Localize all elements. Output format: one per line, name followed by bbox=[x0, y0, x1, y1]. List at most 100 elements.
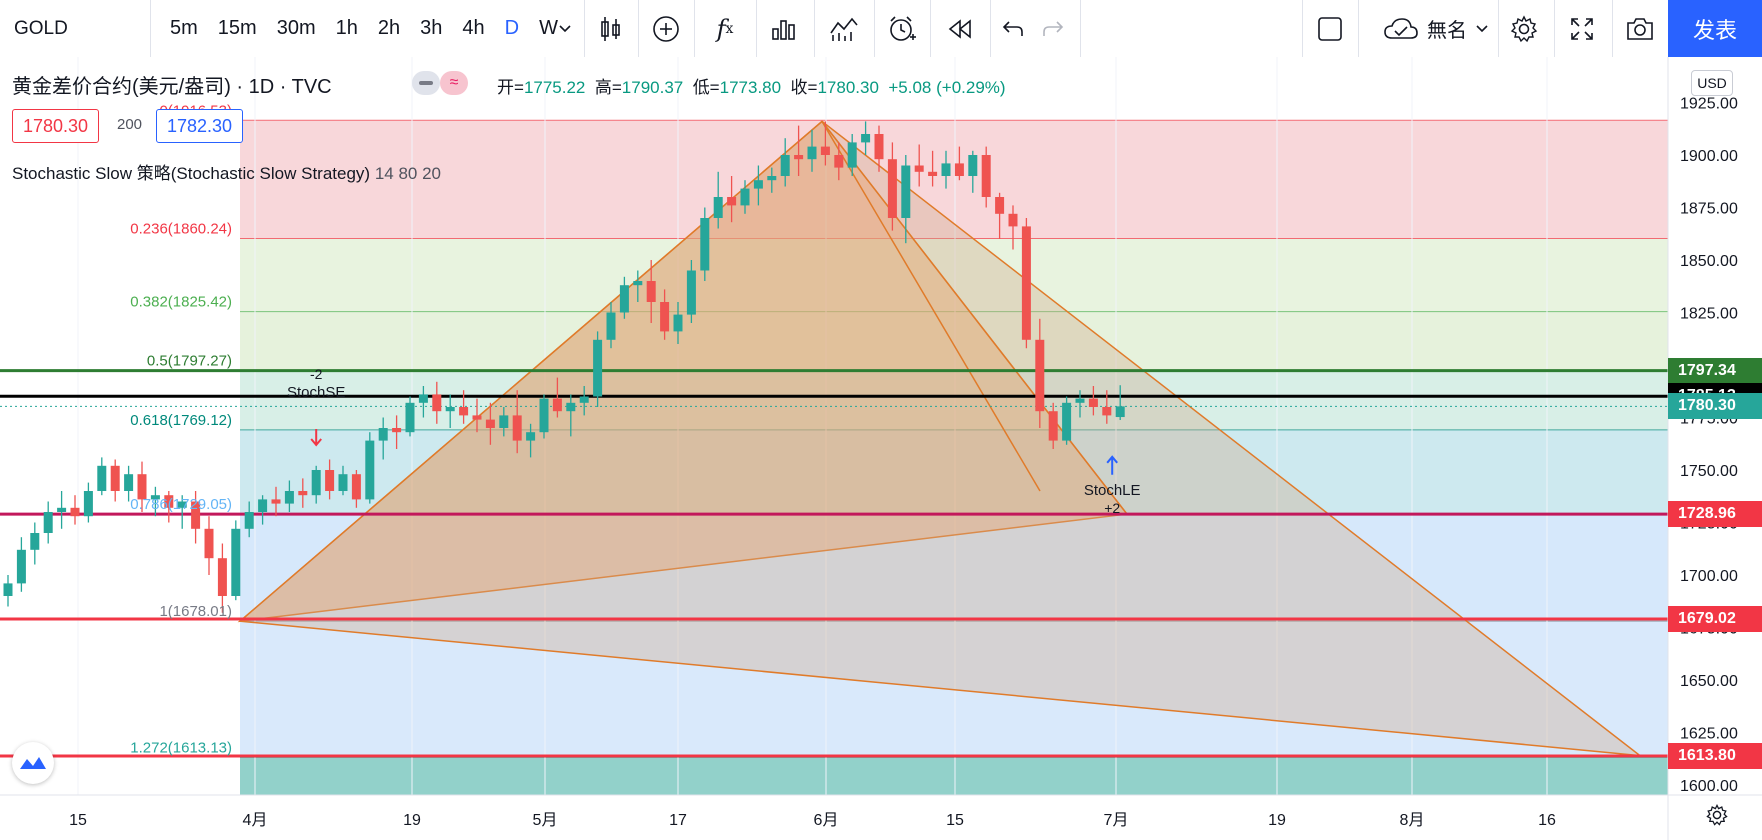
candle-body bbox=[579, 396, 589, 403]
separator bbox=[930, 0, 931, 57]
low-value: 1773.80 bbox=[719, 78, 782, 97]
price-tick: 1900.00 bbox=[1680, 148, 1738, 165]
layout-select-icon[interactable] bbox=[1312, 0, 1348, 57]
candle-body bbox=[351, 474, 361, 500]
price-axis[interactable]: 1925.001900.001875.001850.001825.001800.… bbox=[1667, 57, 1762, 840]
separator bbox=[756, 0, 757, 57]
interval-2h[interactable]: 2h bbox=[377, 17, 401, 39]
price-tick: 1925.00 bbox=[1680, 96, 1738, 113]
time-label: 7月 bbox=[1104, 812, 1129, 829]
pattern-edge bbox=[821, 121, 1041, 492]
tradingview-logo[interactable] bbox=[12, 742, 54, 784]
replay-icon[interactable] bbox=[938, 0, 982, 57]
change-value: +5.08 (+0.29%) bbox=[888, 78, 1006, 97]
symbol-title[interactable]: 黄金差价合约(美元/盎司) · 1D · TVC bbox=[12, 76, 332, 98]
interval-4h[interactable]: 4h bbox=[462, 17, 485, 39]
high-value: 1790.37 bbox=[621, 78, 684, 97]
buy-price-button[interactable]: 1782.30 bbox=[156, 109, 244, 143]
signal-qty: -2 bbox=[310, 366, 323, 382]
pattern-edge bbox=[821, 120, 1128, 515]
wave-icon[interactable]: ≈ bbox=[440, 71, 468, 95]
separator bbox=[1080, 0, 1081, 57]
candle-body bbox=[1062, 402, 1072, 441]
candle-body bbox=[633, 281, 643, 286]
interval-15m[interactable]: 15m bbox=[217, 17, 257, 39]
separator bbox=[1612, 0, 1613, 57]
candle-body bbox=[1115, 406, 1125, 418]
publish-button[interactable]: 发表 bbox=[1668, 0, 1762, 57]
candle-body bbox=[593, 339, 603, 397]
candle-body bbox=[485, 419, 495, 428]
interval-W[interactable]: W bbox=[539, 17, 558, 39]
chart-settings-gear-icon[interactable] bbox=[1702, 800, 1732, 830]
candle-body bbox=[1075, 398, 1085, 403]
time-label: 15 bbox=[69, 812, 87, 829]
time-axis[interactable]: 15 4月 19 5月 17 6月 15 7月 19 8月 16 bbox=[0, 794, 1762, 829]
candle-body bbox=[727, 197, 737, 206]
fib-label: 0.236(1860.24) bbox=[130, 220, 232, 237]
interval-30m[interactable]: 30m bbox=[276, 17, 316, 39]
interval-3h[interactable]: 3h bbox=[420, 17, 443, 39]
strategy-legend[interactable]: Stochastic Slow 策略(Stochastic Slow Strat… bbox=[12, 159, 441, 184]
candle-body bbox=[1048, 411, 1058, 441]
currency-button[interactable]: USD bbox=[1691, 70, 1733, 96]
hide-icon[interactable] bbox=[412, 71, 440, 95]
signal-qty: +2 bbox=[1104, 500, 1120, 516]
strategy-signals: -2 StochSE StochLE+2 bbox=[287, 366, 1141, 516]
candle-body bbox=[552, 398, 562, 412]
candle-body bbox=[124, 474, 134, 491]
spread-value: 200 bbox=[117, 116, 143, 133]
candle-body bbox=[392, 428, 402, 433]
close-label: 收= bbox=[790, 78, 818, 97]
snapshot-camera-icon[interactable] bbox=[1618, 0, 1662, 57]
candle-body bbox=[914, 165, 924, 172]
price-tick: 1650.00 bbox=[1680, 673, 1738, 690]
interval-1h[interactable]: 1h bbox=[335, 17, 358, 39]
candle-body bbox=[164, 495, 174, 508]
alert-clock-icon[interactable] bbox=[880, 0, 924, 57]
candle-body bbox=[472, 415, 482, 420]
candle-body bbox=[887, 159, 897, 218]
candle-body bbox=[3, 583, 13, 596]
fullscreen-icon[interactable] bbox=[1560, 0, 1604, 57]
open-label: 开= bbox=[497, 78, 524, 97]
candle-body bbox=[981, 155, 991, 197]
interval-5m[interactable]: 5m bbox=[170, 17, 198, 39]
signal-label: StochSE bbox=[287, 384, 345, 401]
candle-body bbox=[1021, 226, 1031, 340]
save-layout-button[interactable]: 無名 bbox=[1366, 0, 1506, 57]
interval-D[interactable]: D bbox=[504, 17, 520, 39]
financials-icon[interactable] bbox=[762, 0, 806, 57]
redo-icon[interactable] bbox=[1036, 0, 1070, 57]
candle-body bbox=[526, 432, 536, 441]
low-label: 低= bbox=[692, 78, 720, 97]
candle-body bbox=[794, 155, 804, 160]
candle-body bbox=[753, 180, 763, 189]
time-label: 8月 bbox=[1400, 812, 1425, 829]
price-tick: 1850.00 bbox=[1680, 253, 1738, 270]
price-tag: 1679.02 bbox=[1668, 606, 1762, 633]
time-label: 17 bbox=[669, 812, 687, 829]
compare-add-icon[interactable] bbox=[646, 0, 686, 57]
short-entry-arrow bbox=[310, 429, 322, 447]
templates-icon[interactable] bbox=[822, 0, 866, 57]
candle-body bbox=[901, 165, 911, 218]
interval-dropdown-icon[interactable] bbox=[552, 0, 578, 57]
horizontal-lines bbox=[0, 369, 1668, 758]
settings-gear-icon[interactable] bbox=[1504, 0, 1544, 57]
candle-body bbox=[459, 407, 469, 416]
candle-body bbox=[512, 415, 522, 441]
layout-name: 無名 bbox=[1427, 20, 1467, 42]
separator bbox=[638, 0, 639, 57]
sell-price-button[interactable]: 1780.30 bbox=[12, 109, 100, 143]
symbol-search[interactable]: GOLD bbox=[0, 0, 164, 57]
candle-body bbox=[244, 512, 254, 529]
chart-type-icon[interactable] bbox=[592, 0, 628, 57]
long-entry-arrow bbox=[1106, 455, 1118, 475]
strategy-params: 14 80 20 bbox=[374, 164, 441, 183]
candle-body bbox=[874, 134, 884, 160]
separator bbox=[1302, 0, 1303, 57]
undo-icon[interactable] bbox=[996, 0, 1030, 57]
